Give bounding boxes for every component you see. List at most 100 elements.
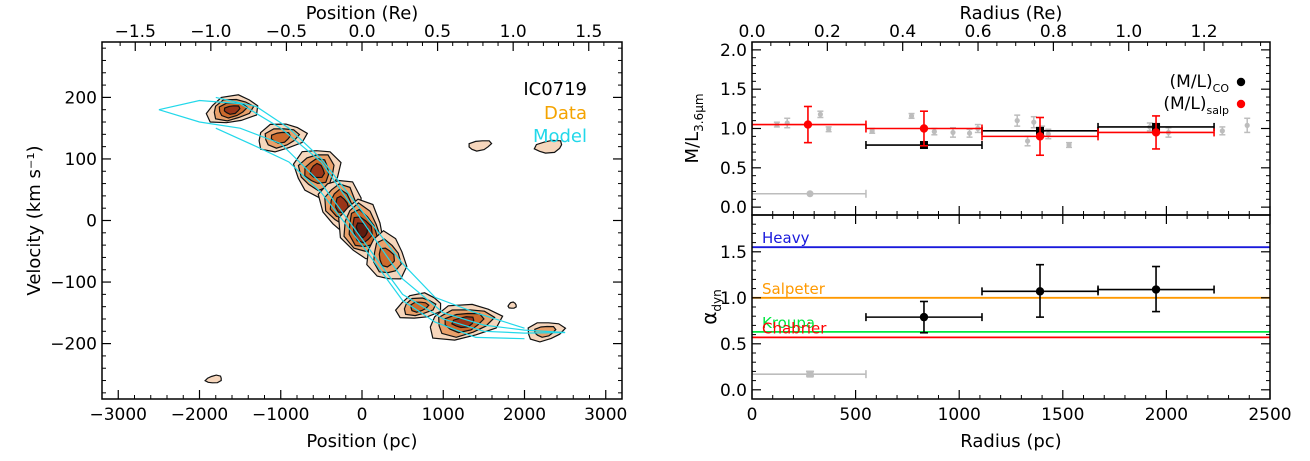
- mass-to-light-panel: 0.00.51.01.52.00.0 0.2 0.4 0.6 0.8 1.0 1.2Radi…: [682, 3, 1271, 218]
- ml-salp-point: [1151, 128, 1161, 137]
- x2-tick-label: 0.6: [965, 22, 992, 42]
- y-tick-label: 1.5: [720, 80, 747, 100]
- profile-point: [817, 111, 823, 117]
- psf-point: [806, 370, 814, 378]
- x2-tick-label: −0.5: [266, 22, 307, 42]
- legend-label: (M/L)CO: [1170, 72, 1230, 95]
- data-contours: [204, 94, 567, 384]
- x-tick-label: 2000: [1145, 405, 1188, 425]
- x2-tick-label: 1.0: [500, 22, 527, 42]
- profile-point: [1014, 118, 1020, 124]
- alpha-points: [752, 246, 1270, 379]
- legend-label: (M/L)salp: [1163, 94, 1229, 117]
- legend-marker: [1236, 77, 1246, 87]
- legend-label-main: (M/L): [1163, 94, 1206, 114]
- x-tick-label: −1000: [252, 405, 310, 425]
- x2-tick-label: 0.8: [1040, 22, 1067, 42]
- data-contour-level: [223, 105, 241, 115]
- y-tick-label: 2.0: [720, 41, 747, 61]
- y-tick-label: 200: [65, 88, 97, 108]
- profile-point: [931, 129, 937, 135]
- profile-point: [966, 130, 973, 136]
- model-curve: [158, 109, 566, 334]
- x2-tick-label: −1.0: [190, 22, 231, 42]
- y-tick-label: −100: [50, 273, 97, 293]
- y-axis-label-main: M/L: [682, 132, 703, 164]
- x2-tick-label: 0.0: [738, 22, 765, 42]
- y-tick-label: 1.0: [720, 120, 747, 140]
- y-tick-label: 0.5: [720, 159, 747, 179]
- profile-point: [1219, 128, 1225, 134]
- legend-model: Model: [533, 126, 587, 147]
- profile-point: [1244, 122, 1250, 128]
- data-contour-level: [468, 140, 493, 152]
- x-tick-label: −3000: [89, 405, 147, 425]
- alpha-point: [1035, 287, 1045, 296]
- y-tick-label: 100: [65, 150, 97, 170]
- imf-label-kroupa: Kroupa: [762, 314, 815, 332]
- imf-label-chabrier: Chabrier: [762, 319, 827, 337]
- y-tick-label: 0: [86, 212, 97, 232]
- object-label: IC0719: [523, 79, 587, 100]
- y-axis-label-main: α: [697, 312, 721, 325]
- x-tick-label: 1000: [422, 405, 465, 425]
- plot-frame: [751, 214, 1271, 400]
- x2-axis-label: Position (Re): [306, 3, 419, 24]
- x2-tick-label: 0.0: [348, 22, 375, 42]
- x2-tick-label: −1.5: [115, 22, 156, 42]
- y-axis-label: M/L3.6μm: [682, 93, 706, 163]
- psf-point: [806, 190, 814, 198]
- x2-tick-label: 1.5: [575, 22, 602, 42]
- model-contours: [158, 96, 566, 340]
- data-contour-level: [204, 374, 222, 384]
- legend-label-sub: salp: [1206, 104, 1229, 117]
- legend-marker: [1236, 99, 1246, 109]
- profile-point: [950, 129, 956, 136]
- profile-point: [1066, 142, 1072, 148]
- model-curve: [158, 99, 566, 334]
- x2-axis-label: Radius (Re): [960, 3, 1063, 24]
- x-tick-label: 0: [357, 405, 368, 425]
- contour-panel: −3000 −2000 −1000 0 1000 2000 3000−1.5 −1.0 −0.5…: [24, 3, 627, 452]
- y-axis-label-sub: 3.6μm: [692, 93, 706, 131]
- y-axis-label: αdyn: [697, 289, 724, 325]
- alpha-point: [1151, 285, 1161, 294]
- profile-point: [1031, 119, 1037, 125]
- ml-salp-point: [919, 124, 929, 133]
- ml-salp-point: [1035, 132, 1045, 141]
- data-contour-level: [533, 139, 563, 154]
- profile-point: [1045, 131, 1051, 137]
- y-axis-label: Velocity (km s⁻¹): [24, 145, 45, 295]
- imf-label-salpeter: Salpeter: [762, 280, 826, 298]
- x-tick-label: 500: [839, 405, 871, 425]
- data-contour-level: [309, 162, 326, 179]
- y-tick-label: −200: [50, 335, 97, 355]
- x-axis-label: Position (pc): [306, 431, 417, 452]
- profile-point: [869, 128, 875, 134]
- model-curve: [215, 96, 525, 329]
- ml-points: [752, 105, 1251, 198]
- x-tick-label: 1500: [1041, 405, 1084, 425]
- legend-label-sub: CO: [1213, 82, 1230, 95]
- profile-point: [908, 113, 915, 119]
- x-tick-label: −2000: [171, 405, 229, 425]
- y-tick-label: 1.0: [720, 289, 747, 309]
- legend-label-main: (M/L): [1170, 72, 1213, 92]
- legend-data: Data: [544, 103, 587, 124]
- x2-tick-label: 0.2: [814, 22, 841, 42]
- data-contour-level: [451, 316, 475, 329]
- data-contour-level: [507, 301, 517, 309]
- y-axis-label-sub: dyn: [710, 289, 724, 311]
- model-curve: [215, 127, 525, 340]
- imf-label-heavy: Heavy: [762, 229, 810, 247]
- x2-tick-label: 1.0: [1115, 22, 1142, 42]
- profile-point: [1024, 138, 1031, 144]
- x-tick-label: 0: [747, 405, 758, 425]
- data-contour-level: [270, 131, 292, 144]
- y-tick-label: 1.5: [720, 243, 747, 263]
- x-tick-label: 1000: [938, 405, 981, 425]
- y-tick-label: 0.0: [720, 381, 747, 401]
- profile-point: [826, 126, 832, 132]
